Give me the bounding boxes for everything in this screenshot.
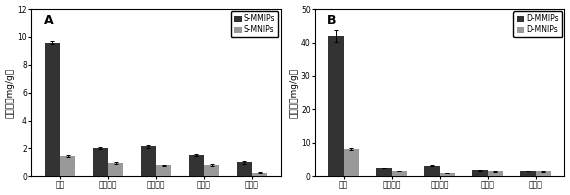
Legend: D-MMIPs, D-MNIPs: D-MMIPs, D-MNIPs [514, 11, 562, 37]
Bar [141, 146, 156, 176]
Bar [439, 173, 455, 176]
Bar [156, 165, 172, 176]
Bar [328, 36, 344, 176]
Bar [392, 171, 407, 176]
Bar [189, 155, 204, 176]
Bar [44, 43, 60, 176]
Bar [108, 163, 123, 176]
Bar [252, 173, 267, 176]
Text: A: A [44, 14, 53, 27]
Bar [536, 171, 551, 176]
Bar [487, 171, 503, 176]
Text: B: B [327, 14, 337, 27]
Y-axis label: 吸附量（mg/g）: 吸附量（mg/g） [6, 68, 15, 118]
Bar [237, 162, 252, 176]
Bar [520, 171, 536, 176]
Bar [92, 148, 108, 176]
Bar [60, 156, 75, 176]
Y-axis label: 吸附量（mg/g）: 吸附量（mg/g） [289, 68, 298, 118]
Bar [204, 165, 219, 176]
Bar [376, 168, 392, 176]
Legend: S-MMIPs, S-MNIPs: S-MMIPs, S-MNIPs [231, 11, 279, 37]
Bar [473, 170, 487, 176]
Bar [424, 166, 439, 176]
Bar [344, 149, 359, 176]
